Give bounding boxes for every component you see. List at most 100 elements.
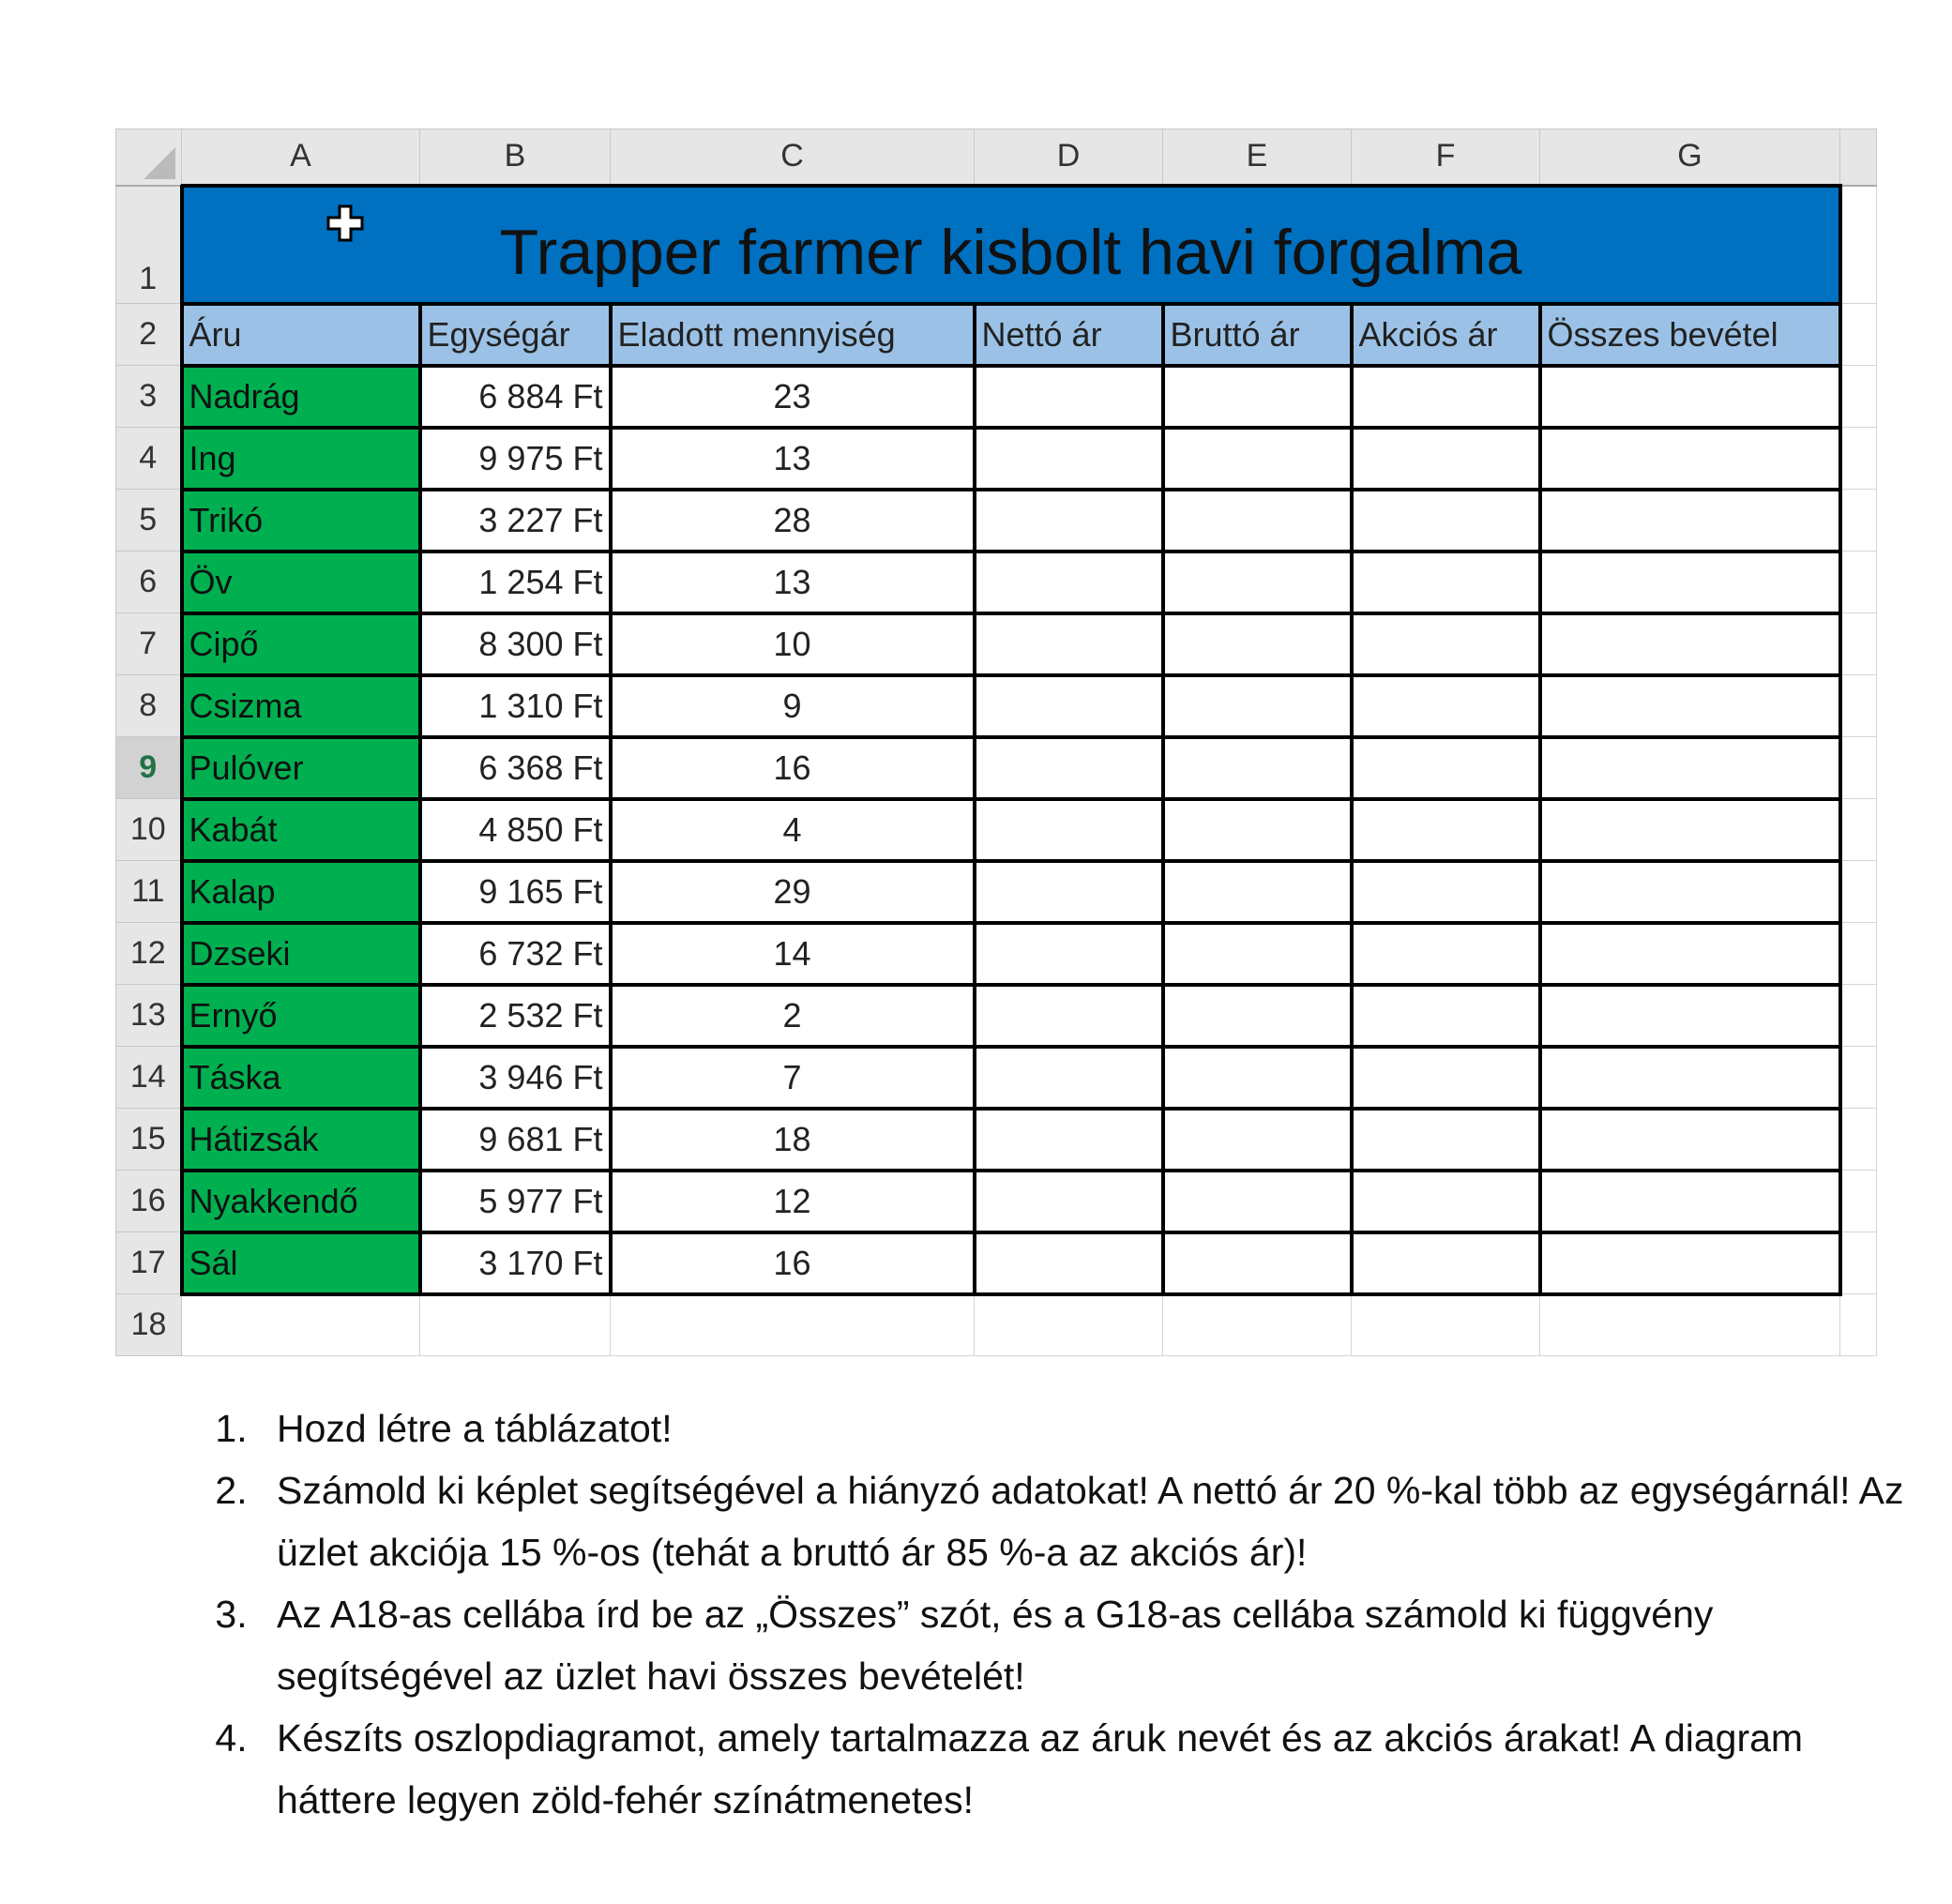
quantity-cell[interactable]: 9	[608, 672, 976, 739]
row-header[interactable]: 7	[115, 612, 182, 675]
row-header[interactable]: 14	[115, 1046, 182, 1109]
cell[interactable]	[1839, 736, 1877, 799]
cell[interactable]	[1839, 427, 1877, 490]
product-name-cell[interactable]: Hátizsák	[179, 1106, 422, 1172]
row-header[interactable]: 10	[115, 798, 182, 861]
cell[interactable]	[610, 1293, 975, 1356]
cell[interactable]	[1839, 551, 1877, 613]
product-name-cell[interactable]: Öv	[179, 549, 422, 615]
row-header[interactable]: 15	[115, 1108, 182, 1171]
quantity-cell[interactable]: 18	[608, 1106, 976, 1172]
net-price-cell[interactable]	[972, 363, 1165, 430]
net-price-cell[interactable]	[972, 1168, 1165, 1234]
row-header[interactable]: 6	[115, 551, 182, 613]
cell[interactable]	[1839, 303, 1877, 366]
column-header-g[interactable]: G	[1539, 128, 1840, 187]
total-revenue-cell[interactable]	[1537, 734, 1842, 801]
gross-price-cell[interactable]	[1160, 734, 1354, 801]
column-header-h[interactable]	[1839, 128, 1877, 187]
product-name-cell[interactable]: Sál	[179, 1230, 422, 1296]
sale-price-cell[interactable]	[1349, 487, 1542, 553]
quantity-cell[interactable]: 23	[608, 363, 976, 430]
product-name-cell[interactable]: Nyakkendő	[179, 1168, 422, 1234]
row-header[interactable]: 2	[115, 303, 182, 366]
select-all-button[interactable]	[115, 128, 182, 187]
total-revenue-cell[interactable]	[1537, 1230, 1842, 1296]
quantity-cell[interactable]: 10	[608, 611, 976, 677]
net-price-cell[interactable]	[972, 1106, 1165, 1172]
sale-price-cell[interactable]	[1349, 611, 1542, 677]
quantity-cell[interactable]: 13	[608, 549, 976, 615]
quantity-cell[interactable]: 4	[608, 796, 976, 863]
cell[interactable]	[1839, 489, 1877, 552]
net-price-cell[interactable]	[972, 611, 1165, 677]
cell[interactable]	[1839, 798, 1877, 861]
row-header[interactable]: 9	[115, 736, 182, 799]
quantity-cell[interactable]: 12	[608, 1168, 976, 1234]
gross-price-cell[interactable]	[1160, 920, 1354, 987]
net-price-cell[interactable]	[972, 549, 1165, 615]
quantity-cell[interactable]: 13	[608, 425, 976, 491]
row-header[interactable]: 3	[115, 365, 182, 428]
gross-price-cell[interactable]	[1160, 1044, 1354, 1111]
header-cell-akcios-ar[interactable]: Akciós ár	[1349, 301, 1542, 368]
quantity-cell[interactable]: 14	[608, 920, 976, 987]
net-price-cell[interactable]	[972, 1044, 1165, 1111]
title-cell[interactable]: Trapper farmer kisbolt havi forgalma	[179, 183, 1842, 306]
cell[interactable]	[1839, 612, 1877, 675]
unit-price-cell[interactable]: 2 532 Ft	[417, 982, 613, 1049]
sale-price-cell[interactable]	[1349, 1044, 1542, 1111]
product-name-cell[interactable]: Cipő	[179, 611, 422, 677]
total-revenue-cell[interactable]	[1537, 796, 1842, 863]
total-revenue-cell[interactable]	[1537, 982, 1842, 1049]
gross-price-cell[interactable]	[1160, 425, 1354, 491]
cell[interactable]	[1839, 185, 1877, 304]
row-header[interactable]: 12	[115, 922, 182, 985]
product-name-cell[interactable]: Pulóver	[179, 734, 422, 801]
gross-price-cell[interactable]	[1160, 796, 1354, 863]
unit-price-cell[interactable]: 1 310 Ft	[417, 672, 613, 739]
product-name-cell[interactable]: Dzseki	[179, 920, 422, 987]
product-name-cell[interactable]: Kabát	[179, 796, 422, 863]
gross-price-cell[interactable]	[1160, 1230, 1354, 1296]
unit-price-cell[interactable]: 9 681 Ft	[417, 1106, 613, 1172]
row-header[interactable]: 13	[115, 984, 182, 1047]
unit-price-cell[interactable]: 6 884 Ft	[417, 363, 613, 430]
sale-price-cell[interactable]	[1349, 734, 1542, 801]
cell[interactable]	[1839, 1232, 1877, 1294]
gross-price-cell[interactable]	[1160, 858, 1354, 925]
total-revenue-cell[interactable]	[1537, 920, 1842, 987]
net-price-cell[interactable]	[972, 672, 1165, 739]
cell[interactable]	[419, 1293, 611, 1356]
row-header[interactable]: 16	[115, 1170, 182, 1232]
gross-price-cell[interactable]	[1160, 1106, 1354, 1172]
row-header[interactable]: 11	[115, 860, 182, 923]
row-header[interactable]: 17	[115, 1232, 182, 1294]
unit-price-cell[interactable]: 8 300 Ft	[417, 611, 613, 677]
quantity-cell[interactable]: 7	[608, 1044, 976, 1111]
unit-price-cell[interactable]: 6 732 Ft	[417, 920, 613, 987]
net-price-cell[interactable]	[972, 982, 1165, 1049]
product-name-cell[interactable]: Csizma	[179, 672, 422, 739]
sale-price-cell[interactable]	[1349, 858, 1542, 925]
total-revenue-cell[interactable]	[1537, 425, 1842, 491]
product-name-cell[interactable]: Ing	[179, 425, 422, 491]
unit-price-cell[interactable]: 3 227 Ft	[417, 487, 613, 553]
header-cell-osszes-bevetel[interactable]: Összes bevétel	[1537, 301, 1842, 368]
sale-price-cell[interactable]	[1349, 1106, 1542, 1172]
header-cell-egysegar[interactable]: Egységár	[417, 301, 613, 368]
cell[interactable]	[1839, 922, 1877, 985]
spreadsheet-grid[interactable]: A B C D E F G 1 Trapper farmer kisbolt h…	[115, 128, 1877, 1356]
gross-price-cell[interactable]	[1160, 487, 1354, 553]
net-price-cell[interactable]	[972, 425, 1165, 491]
cell[interactable]	[974, 1293, 1163, 1356]
product-name-cell[interactable]: Trikó	[179, 487, 422, 553]
total-revenue-cell[interactable]	[1537, 611, 1842, 677]
row-header[interactable]: 5	[115, 489, 182, 552]
unit-price-cell[interactable]: 1 254 Ft	[417, 549, 613, 615]
row-header[interactable]: 8	[115, 674, 182, 737]
sale-price-cell[interactable]	[1349, 796, 1542, 863]
product-name-cell[interactable]: Táska	[179, 1044, 422, 1111]
product-name-cell[interactable]: Ernyő	[179, 982, 422, 1049]
unit-price-cell[interactable]: 4 850 Ft	[417, 796, 613, 863]
